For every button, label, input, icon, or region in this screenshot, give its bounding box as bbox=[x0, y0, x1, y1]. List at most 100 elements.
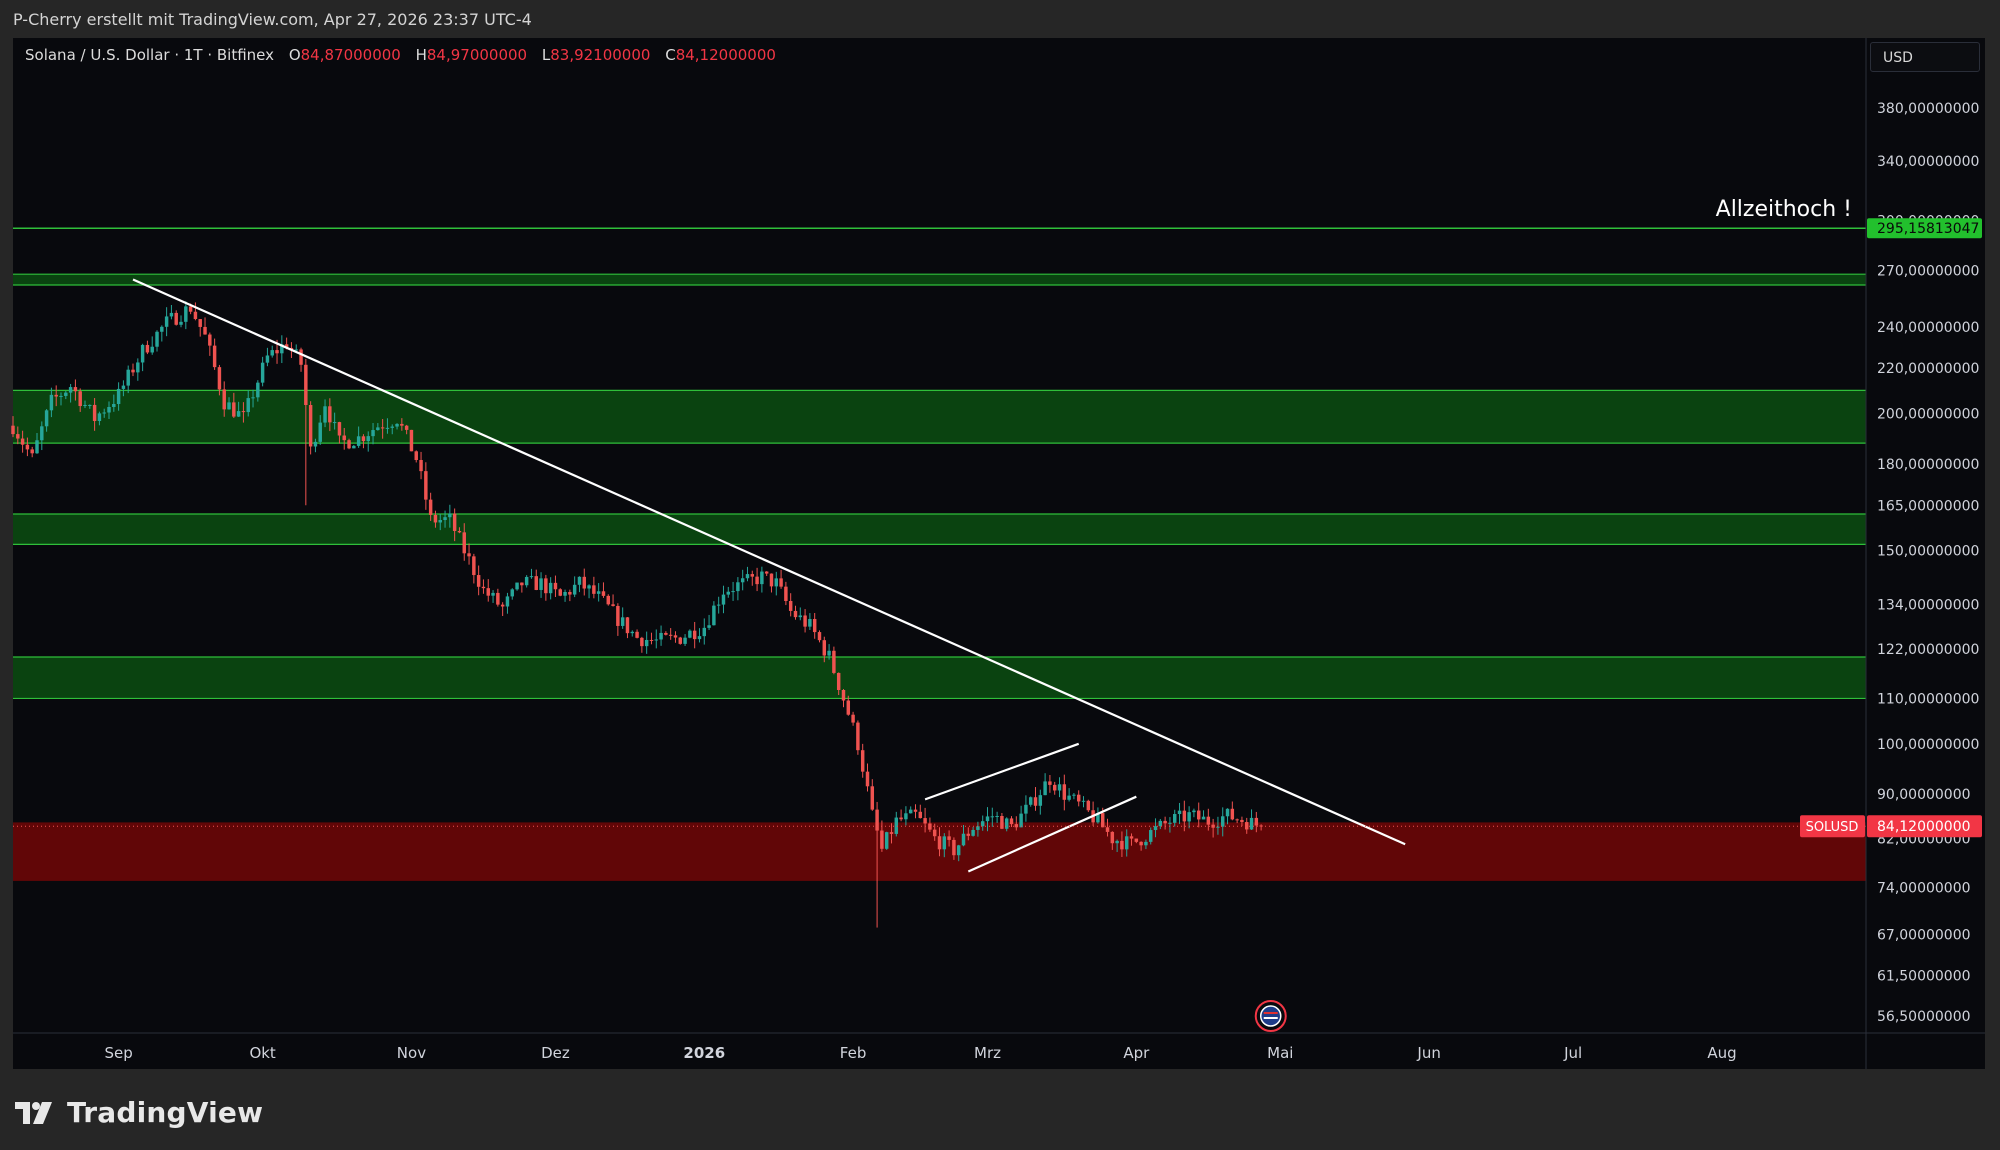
candle-body bbox=[976, 826, 980, 830]
candle-body bbox=[102, 412, 106, 414]
candle-body bbox=[337, 422, 342, 436]
legend-open-value: 84,87000000 bbox=[300, 46, 401, 64]
candle-body bbox=[500, 604, 505, 607]
candle-body bbox=[246, 398, 250, 413]
candle-body bbox=[1115, 840, 1119, 844]
candle-body bbox=[568, 591, 572, 595]
price-tick-label: 61,50000000 bbox=[1877, 968, 1971, 984]
candle-body bbox=[952, 839, 956, 856]
candle-body bbox=[966, 833, 971, 836]
top-bar: P-Cherry erstellt mit TradingView.com, A… bbox=[0, 0, 2000, 38]
time-tick-label: Dez bbox=[541, 1044, 570, 1062]
candle-body bbox=[25, 444, 30, 450]
candle-body bbox=[169, 312, 174, 317]
brand-footer[interactable]: TradingView bbox=[15, 1096, 263, 1129]
candle-body bbox=[649, 639, 654, 641]
candle-body bbox=[880, 830, 884, 849]
candle-body bbox=[251, 397, 255, 399]
symbol-legend[interactable]: Solana / U.S. Dollar · 1T · Bitfinex O84… bbox=[25, 46, 786, 64]
candle-body bbox=[664, 632, 668, 635]
candle-body bbox=[150, 346, 154, 353]
price-tick-label: 122,00000000 bbox=[1877, 642, 1979, 658]
candle-body bbox=[1245, 822, 1249, 830]
candle-body bbox=[1158, 820, 1163, 827]
candle-body bbox=[616, 605, 620, 626]
candle-body bbox=[64, 392, 68, 396]
candle-body bbox=[1110, 831, 1115, 844]
flag-lower-line bbox=[967, 795, 1137, 873]
candle-body bbox=[424, 471, 428, 500]
candle-body bbox=[832, 650, 836, 673]
tradingview-logo-icon bbox=[15, 1101, 52, 1124]
candle-body bbox=[980, 821, 985, 827]
event-flag-icon bbox=[1259, 1005, 1282, 1027]
time-tick-label: Jun bbox=[1416, 1044, 1440, 1062]
candle-body bbox=[467, 553, 471, 557]
candle-body bbox=[1168, 822, 1172, 824]
candle-body bbox=[1172, 814, 1177, 823]
candle-body bbox=[620, 617, 625, 626]
candle-body bbox=[491, 592, 495, 596]
currency-selector-button[interactable]: USD bbox=[1870, 42, 1980, 72]
candle-body bbox=[884, 832, 889, 849]
candle-body bbox=[390, 426, 394, 428]
legend-open-label: O bbox=[288, 46, 301, 64]
candle-body bbox=[812, 618, 817, 633]
resistance-zone-0 bbox=[13, 274, 1866, 285]
candle-body bbox=[688, 630, 692, 638]
candle-body bbox=[371, 430, 375, 437]
candle-body bbox=[553, 582, 558, 590]
candle-body bbox=[11, 425, 15, 435]
candle-body bbox=[448, 513, 452, 518]
time-tick-label: Mai bbox=[1267, 1044, 1293, 1062]
candle-body bbox=[808, 618, 812, 627]
price-tick-label: 180,00000000 bbox=[1877, 457, 1979, 473]
candle-body bbox=[222, 389, 226, 410]
time-tick-label: Mrz bbox=[974, 1044, 1001, 1062]
chart-panel[interactable] bbox=[13, 38, 1985, 1069]
candle-body bbox=[865, 771, 870, 787]
candle-body bbox=[707, 625, 711, 628]
candle-body bbox=[332, 422, 337, 424]
candle-body bbox=[668, 634, 673, 636]
candle-body bbox=[323, 406, 327, 423]
resistance-zone-3 bbox=[13, 656, 1866, 699]
candle-body bbox=[121, 385, 126, 389]
candle-body bbox=[1019, 813, 1023, 828]
candle-body bbox=[774, 578, 779, 587]
candle-body bbox=[486, 588, 490, 596]
candle-body bbox=[846, 700, 851, 715]
resistance-zone-2 bbox=[13, 514, 1866, 545]
candle-body bbox=[577, 576, 582, 585]
candle-body bbox=[476, 575, 481, 587]
candle-body bbox=[515, 582, 519, 590]
symbol-tag bbox=[1800, 815, 1865, 838]
price-tick-label: 67,00000000 bbox=[1877, 928, 1971, 944]
chart-credit: P-Cherry erstellt mit TradingView.com, A… bbox=[13, 10, 532, 29]
candle-body bbox=[803, 615, 807, 627]
candle-body bbox=[1120, 840, 1124, 850]
candle-body bbox=[49, 394, 54, 411]
candle-body bbox=[721, 594, 726, 605]
candle-body bbox=[563, 591, 567, 596]
candle-body bbox=[164, 316, 169, 327]
candle-body bbox=[817, 632, 822, 641]
candle-body bbox=[587, 585, 591, 589]
candle-body bbox=[73, 387, 78, 392]
candle-body bbox=[1134, 838, 1139, 842]
price-tick-label: 380,00000000 bbox=[1877, 101, 1979, 117]
candle-body bbox=[558, 589, 562, 596]
price-tick-label: 56,50000000 bbox=[1877, 1009, 1971, 1025]
candle-body bbox=[894, 817, 899, 834]
candle-body bbox=[188, 306, 193, 312]
candle-body bbox=[1024, 804, 1028, 814]
ath-price-tag bbox=[1867, 218, 1982, 239]
candle-body bbox=[208, 334, 212, 346]
candle-body bbox=[428, 499, 433, 515]
candle-body bbox=[904, 813, 908, 820]
candle-body bbox=[462, 532, 466, 554]
candle-body bbox=[260, 362, 265, 383]
candle-body bbox=[836, 672, 841, 691]
candle-body bbox=[784, 586, 788, 602]
